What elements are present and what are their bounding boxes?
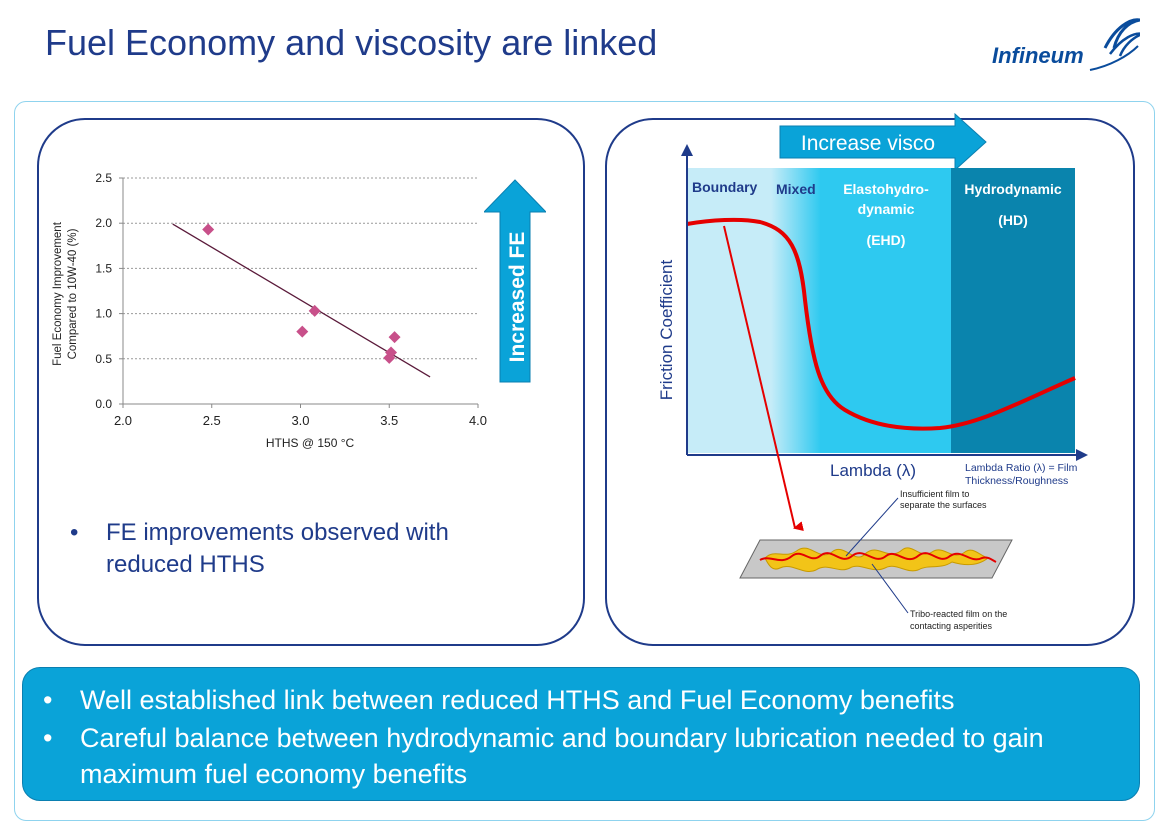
increase-visco-label: Increase visco (801, 132, 935, 155)
x-axis-label: HTHS @ 150 °C (266, 436, 355, 450)
bullet-dot: • (43, 723, 53, 753)
lambda-ratio-line1: Lambda Ratio (λ) = Film (965, 462, 1078, 474)
ehd-label-line2: dynamic (858, 201, 915, 217)
y-axis-arrowhead-icon (681, 144, 693, 156)
friction-curve (686, 217, 1076, 431)
x-tick-label: 2.0 (114, 413, 132, 428)
y-tick-label: 2.5 (95, 171, 112, 185)
hd-label-line1: Hydrodynamic (964, 181, 1061, 197)
mixed-region (771, 168, 821, 453)
mixed-label: Mixed (776, 181, 816, 197)
increased-fe-label: Increased FE (506, 232, 529, 363)
chart-grid (123, 177, 478, 360)
conclusion-text-1: Well established link between reduced HT… (80, 685, 955, 715)
hd-region (951, 168, 1075, 453)
tribo-note-leader (871, 563, 909, 614)
increase-visco-arrow (779, 112, 987, 172)
y-tick-label: 1.0 (95, 307, 112, 321)
x-tick-label: 2.5 (203, 413, 221, 428)
film-note-line2: separate the surfaces (900, 500, 987, 510)
film-note-leader (845, 497, 899, 557)
zoom-arrow (723, 225, 804, 532)
film-note-line1: Insufficient film to (900, 489, 969, 499)
stribeck-diagram: Increase visco Boundary Mixed Elastohydr… (657, 112, 1088, 631)
conclusion-text-2: Careful balance between hydrodynamic and… (80, 723, 1044, 789)
data-point (308, 304, 321, 317)
data-points (202, 223, 401, 364)
x-tick-label: 3.0 (291, 413, 309, 428)
conclusion-box: • Well established link between reduced … (22, 667, 1140, 801)
data-point (388, 331, 401, 344)
data-point (296, 325, 309, 338)
y-axis-label-line1: Fuel Economy Improvement (52, 221, 64, 366)
bullet-dot: • (70, 519, 79, 546)
y-tick-labels: 0.0 0.5 1.0 1.5 2.0 2.5 (95, 171, 123, 411)
hd-label-line2: (HD) (998, 212, 1028, 228)
x-axis-arrowhead-icon (1076, 449, 1088, 461)
y-tick-label: 2.0 (95, 216, 112, 230)
logo-swoosh-icon (1089, 18, 1140, 71)
data-point (383, 351, 396, 364)
ehd-label-line1: Elastohydro- (843, 181, 929, 197)
logo-text: Infineum (992, 43, 1084, 68)
bullet-dot: • (43, 685, 53, 715)
tribo-note-line2: contacting asperities (910, 621, 993, 631)
y-axis-label-line2: Compared to 10W-40 (%) (67, 228, 79, 359)
lambda-ratio-line2: Thickness/Roughness (965, 475, 1068, 487)
company-logo: Infineum (990, 8, 1140, 78)
x-tick-label: 3.5 (380, 413, 398, 428)
x-tick-labels: 2.0 2.5 3.0 3.5 4.0 (114, 404, 487, 428)
ehd-label-line3: (EHD) (867, 232, 906, 248)
lambda-label: Lambda (λ) (830, 461, 916, 480)
tribo-note-line1: Tribo-reacted film on the (910, 609, 1007, 619)
increased-fe-arrow: Increased FE (484, 179, 546, 383)
scatter-chart: 2.0 2.5 3.0 3.5 4.0 0.0 0.5 1.0 1.5 2.0 2.5 HTHS … (52, 171, 487, 450)
y-tick-label: 1.5 (95, 261, 112, 275)
x-tick-label: 4.0 (469, 413, 487, 428)
slide-title: Fuel Economy and viscosity are linked (45, 22, 658, 63)
asperity-illustration (739, 539, 1013, 579)
friction-coefficient-label: Friction Coefficient (657, 259, 676, 400)
y-tick-label: 0.0 (95, 397, 112, 411)
left-bullet-text: FE improvements observed with reduced HT… (106, 519, 449, 578)
boundary-label: Boundary (692, 179, 758, 195)
data-point (202, 223, 215, 236)
y-tick-label: 0.5 (95, 352, 112, 366)
